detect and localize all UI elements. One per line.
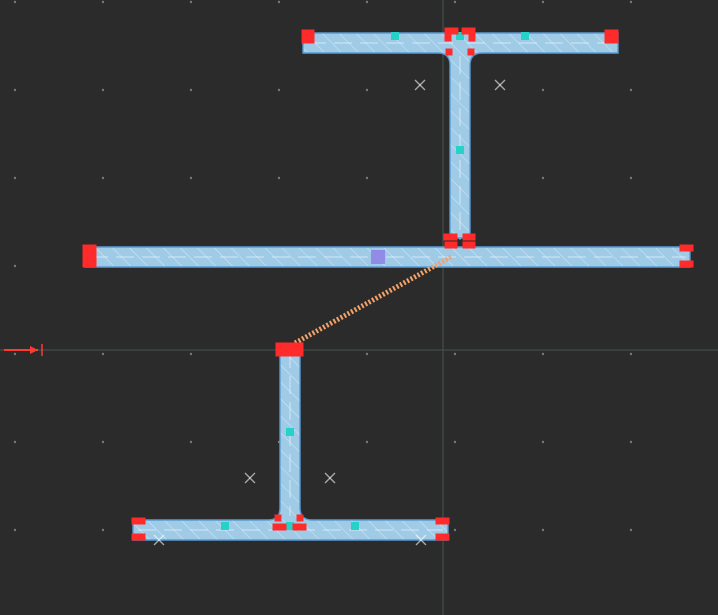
viewport-canvas[interactable] (0, 0, 718, 615)
centroid-marker[interactable] (371, 250, 385, 264)
